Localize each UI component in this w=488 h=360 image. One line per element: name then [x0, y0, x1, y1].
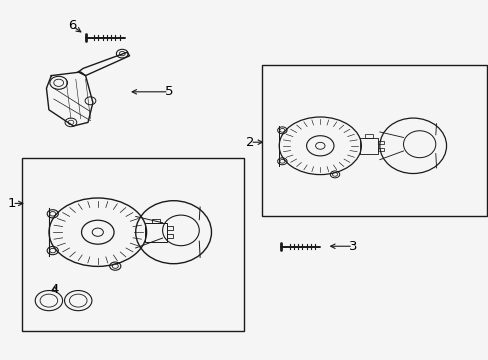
- Text: 5: 5: [164, 85, 173, 98]
- Bar: [365, 134, 372, 138]
- Text: 2: 2: [245, 136, 254, 149]
- Bar: [166, 226, 173, 230]
- Text: 3: 3: [348, 240, 357, 253]
- Bar: [151, 219, 160, 223]
- Bar: [378, 141, 383, 144]
- Bar: [261, 65, 486, 216]
- Bar: [166, 234, 173, 238]
- Text: 1: 1: [8, 197, 17, 210]
- Bar: [359, 138, 378, 154]
- Bar: [378, 148, 383, 151]
- Bar: [22, 158, 244, 331]
- Bar: [145, 223, 166, 242]
- Text: 6: 6: [68, 19, 77, 32]
- Text: 4: 4: [50, 283, 59, 296]
